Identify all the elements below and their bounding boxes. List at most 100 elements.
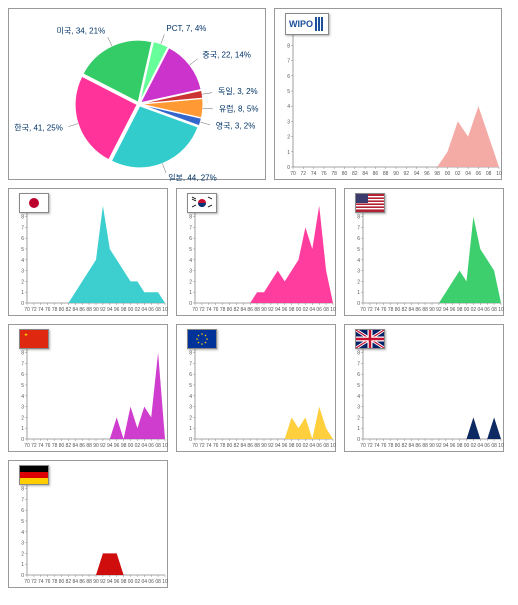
uk-panel: 0123456789107072747678808284868890929496… (344, 324, 504, 452)
svg-text:04: 04 (142, 443, 148, 449)
svg-text:00: 00 (464, 307, 470, 313)
svg-text:90: 90 (261, 307, 267, 313)
svg-text:00: 00 (464, 443, 470, 449)
svg-text:84: 84 (409, 443, 415, 449)
svg-text:10: 10 (498, 443, 504, 449)
svg-text:92: 92 (100, 579, 106, 585)
svg-text:76: 76 (45, 579, 51, 585)
svg-text:84: 84 (73, 307, 79, 313)
svg-text:4: 4 (287, 104, 290, 110)
svg-text:96: 96 (282, 307, 288, 313)
svg-text:80: 80 (59, 443, 65, 449)
svg-text:86: 86 (373, 171, 379, 177)
svg-text:92: 92 (100, 307, 106, 313)
svg-text:3: 3 (287, 119, 290, 125)
svg-text:08: 08 (323, 307, 329, 313)
svg-text:1: 1 (189, 290, 192, 296)
svg-text:1: 1 (21, 562, 24, 568)
svg-text:04: 04 (142, 579, 148, 585)
svg-text:98: 98 (121, 443, 127, 449)
pie-label: 독일, 3, 2% (218, 87, 258, 96)
svg-text:5: 5 (189, 247, 192, 253)
svg-text:6: 6 (189, 372, 192, 378)
svg-text:98: 98 (457, 443, 463, 449)
svg-text:2: 2 (357, 279, 360, 285)
svg-text:2: 2 (21, 415, 24, 421)
svg-text:5: 5 (21, 383, 24, 389)
svg-text:3: 3 (189, 269, 192, 275)
svg-text:4: 4 (21, 394, 24, 400)
svg-text:82: 82 (402, 307, 408, 313)
svg-text:96: 96 (114, 579, 120, 585)
svg-text:96: 96 (424, 171, 430, 177)
area-series (195, 407, 333, 439)
svg-text:84: 84 (241, 307, 247, 313)
svg-text:04: 04 (465, 171, 471, 177)
svg-text:02: 02 (135, 579, 141, 585)
svg-text:78: 78 (52, 579, 58, 585)
svg-text:72: 72 (301, 171, 307, 177)
svg-text:10: 10 (330, 443, 336, 449)
svg-text:94: 94 (107, 307, 113, 313)
svg-text:74: 74 (38, 443, 44, 449)
svg-text:8: 8 (21, 351, 24, 357)
svg-text:72: 72 (31, 579, 37, 585)
svg-text:1: 1 (189, 426, 192, 432)
area-series (27, 353, 165, 439)
svg-text:74: 74 (38, 307, 44, 313)
svg-text:88: 88 (254, 307, 260, 313)
svg-text:80: 80 (342, 171, 348, 177)
svg-text:6: 6 (357, 236, 360, 242)
svg-text:08: 08 (491, 307, 497, 313)
svg-text:04: 04 (142, 307, 148, 313)
svg-text:88: 88 (86, 579, 92, 585)
svg-text:10: 10 (330, 307, 336, 313)
wipo-label: WIPO (289, 19, 313, 29)
svg-text:74: 74 (374, 307, 380, 313)
svg-text:96: 96 (114, 443, 120, 449)
eu-panel: 0123456789107072747678808284868890929496… (176, 324, 336, 452)
svg-text:2: 2 (357, 415, 360, 421)
pie-chart: 일본, 44, 27%한국, 41, 25%미국, 34, 21%PCT, 7,… (9, 9, 267, 181)
svg-text:70: 70 (192, 307, 198, 313)
svg-text:06: 06 (148, 579, 154, 585)
svg-text:98: 98 (289, 443, 295, 449)
svg-text:3: 3 (189, 405, 192, 411)
svg-text:76: 76 (45, 307, 51, 313)
svg-text:86: 86 (415, 443, 421, 449)
svg-text:76: 76 (381, 443, 387, 449)
svg-text:90: 90 (93, 443, 99, 449)
svg-text:02: 02 (471, 307, 477, 313)
svg-text:90: 90 (93, 307, 99, 313)
svg-text:84: 84 (409, 307, 415, 313)
svg-text:86: 86 (247, 443, 253, 449)
svg-text:90: 90 (429, 307, 435, 313)
svg-text:84: 84 (241, 443, 247, 449)
pie-label: PCT, 7, 4% (166, 24, 206, 33)
svg-text:2: 2 (21, 551, 24, 557)
svg-text:1: 1 (357, 426, 360, 432)
svg-text:5: 5 (357, 247, 360, 253)
svg-text:84: 84 (73, 443, 79, 449)
svg-text:02: 02 (135, 307, 141, 313)
svg-text:74: 74 (38, 579, 44, 585)
svg-text:70: 70 (360, 307, 366, 313)
svg-text:06: 06 (316, 443, 322, 449)
svg-text:80: 80 (395, 307, 401, 313)
svg-text:06: 06 (316, 307, 322, 313)
svg-text:04: 04 (478, 443, 484, 449)
svg-text:98: 98 (121, 579, 127, 585)
svg-text:02: 02 (455, 171, 461, 177)
area-series (195, 206, 333, 303)
svg-text:08: 08 (155, 307, 161, 313)
area-series (293, 106, 499, 167)
svg-text:7: 7 (21, 225, 24, 231)
svg-text:8: 8 (287, 43, 290, 49)
svg-text:08: 08 (155, 443, 161, 449)
svg-text:04: 04 (310, 443, 316, 449)
svg-text:8: 8 (189, 215, 192, 221)
svg-text:5: 5 (21, 247, 24, 253)
pie-label: 중국, 22, 14% (202, 50, 251, 59)
svg-text:72: 72 (367, 443, 373, 449)
svg-text:5: 5 (287, 89, 290, 95)
